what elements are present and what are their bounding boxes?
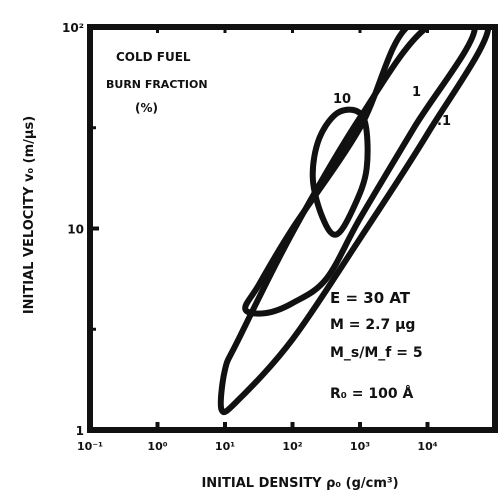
- contour-label-0.1: .1: [437, 114, 451, 129]
- y-axis-label: INITIAL VELOCITY v₀ (m/μs): [22, 116, 37, 314]
- contour-line: [242, 27, 478, 317]
- param-radius: R₀ = 100 Å: [330, 385, 413, 402]
- contour-label-10: 10: [333, 92, 351, 107]
- annotation-heading-line-2: BURN FRACTION: [106, 78, 208, 91]
- param-energy: E = 30 AT: [330, 289, 411, 307]
- x-tick-label: 10⁻¹: [77, 440, 103, 453]
- param-mass: M = 2.7 μg: [330, 317, 415, 333]
- contour-curves: [217, 27, 492, 416]
- contour-line: [309, 106, 371, 238]
- y-tick-label: 10: [67, 223, 84, 237]
- y-tick-label: 10²: [62, 21, 84, 35]
- annotation-heading-line-3: (%): [135, 101, 158, 115]
- parameter-annotation: E = 30 AT M = 2.7 μg M_s/M_f = 5 R₀ = 10…: [330, 289, 423, 402]
- x-tick-label: 10⁰: [147, 440, 167, 453]
- heading-annotation: COLD FUEL BURN FRACTION (%): [106, 50, 208, 115]
- x-tick-label: 10¹: [215, 440, 235, 453]
- x-axis-label: INITIAL DENSITY ρ₀ (g/cm³): [201, 476, 398, 491]
- x-tick-label: 10²: [282, 440, 302, 453]
- x-tick-label: 10⁴: [417, 440, 437, 453]
- contour-label-1: 1: [412, 85, 421, 100]
- x-tick-label: 10³: [350, 440, 370, 453]
- param-mass-ratio: M_s/M_f = 5: [330, 345, 423, 361]
- annotation-heading-line-1: COLD FUEL: [116, 50, 191, 64]
- y-tick-label: 1: [76, 424, 84, 438]
